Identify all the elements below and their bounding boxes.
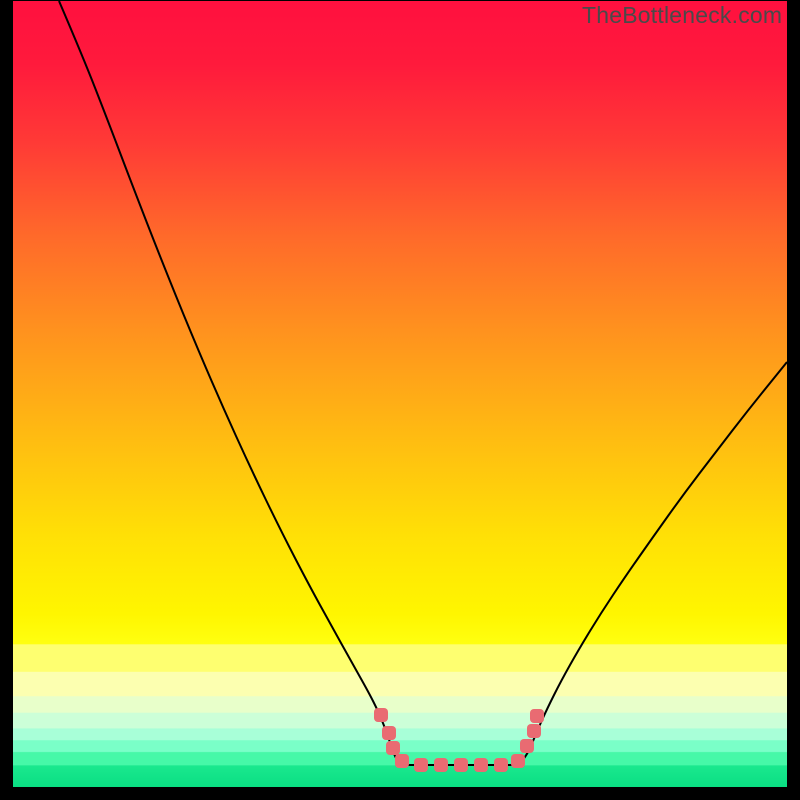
marker-point [434,758,448,772]
gradient-background [13,1,787,787]
marker-point [382,726,396,740]
marker-point [374,708,388,722]
marker-point [511,754,525,768]
marker-point [414,758,428,772]
marker-point [494,758,508,772]
marker-point [474,758,488,772]
marker-point [386,741,400,755]
plot-area [13,1,787,787]
marker-point [527,724,541,738]
marker-point [454,758,468,772]
marker-point [520,739,534,753]
marker-point [395,754,409,768]
watermark-text: TheBottleneck.com [582,2,782,29]
marker-point [530,709,544,723]
chart-svg [13,1,787,787]
